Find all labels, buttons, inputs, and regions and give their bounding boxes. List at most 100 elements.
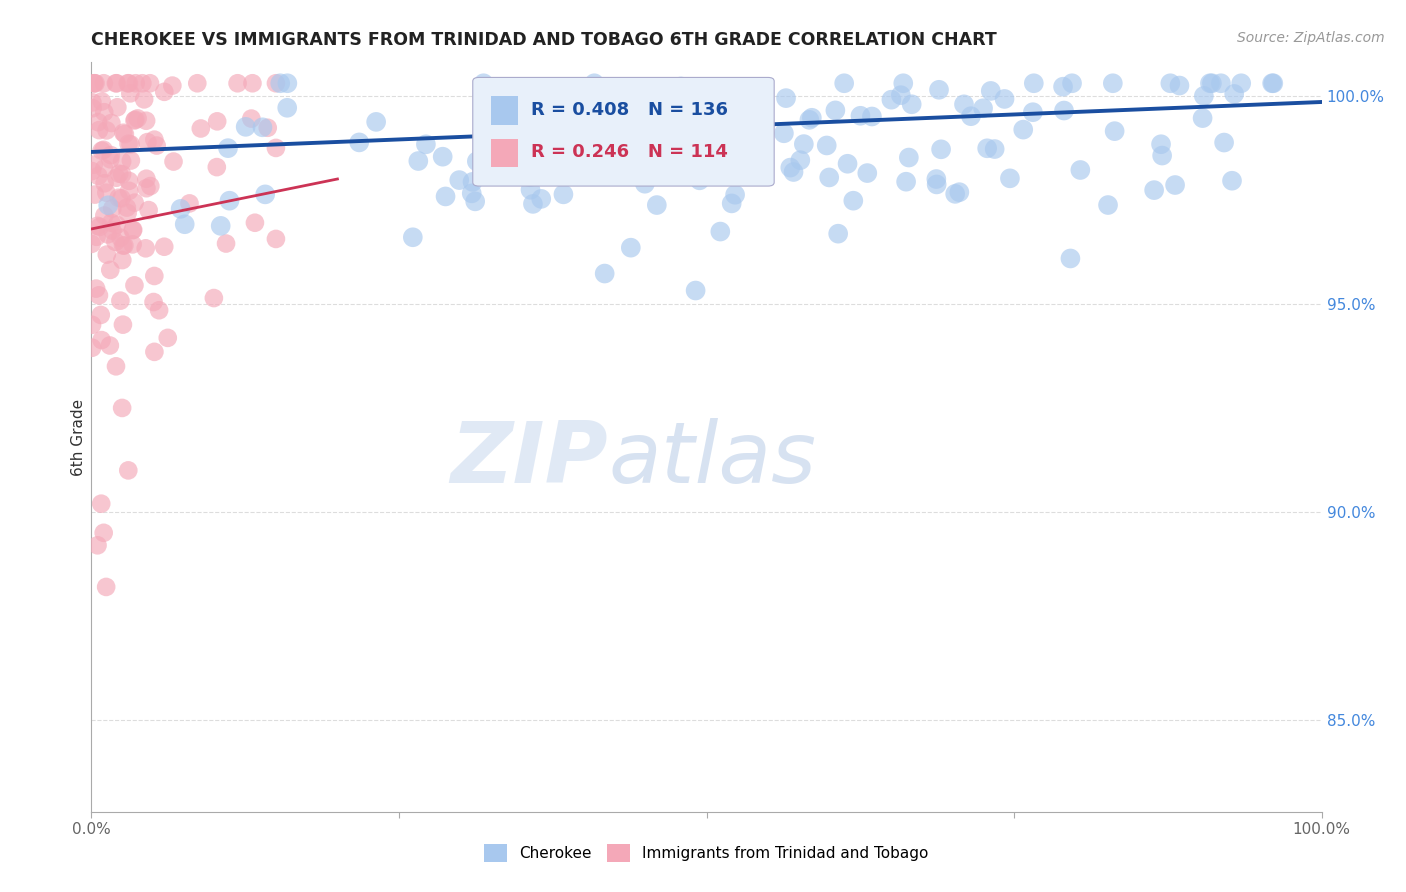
Point [695,135,717,149]
Point [235,120,257,134]
Point [269,76,291,90]
Point [890,88,912,103]
Point [124,278,146,293]
Point [162,154,184,169]
Point [554,128,576,142]
Point [1104,124,1126,138]
FancyBboxPatch shape [472,78,775,186]
Point [519,154,541,169]
Point [827,227,849,241]
FancyBboxPatch shape [491,96,519,125]
Text: R = 0.246   N = 114: R = 0.246 N = 114 [530,144,727,161]
Point [209,219,232,233]
Point [136,135,159,149]
Point [533,145,555,159]
Point [720,196,742,211]
Point [104,76,127,90]
Point [366,115,388,129]
Point [510,119,533,133]
Point [561,128,583,143]
Point [1213,136,1236,150]
Point [1022,105,1045,120]
Point [1223,87,1246,101]
Point [96,580,117,594]
Point [226,76,249,90]
Point [567,113,589,128]
Point [782,165,804,179]
Point [1143,183,1166,197]
Point [112,126,135,140]
Point [678,133,700,147]
Point [449,173,471,187]
Point [93,105,115,120]
Point [724,187,747,202]
Point [1261,76,1284,90]
Point [633,156,655,170]
Point [461,186,484,201]
Point [675,146,697,161]
Point [121,223,143,237]
Point [127,112,149,126]
Point [349,136,371,150]
Point [1152,148,1174,162]
Point [131,76,153,90]
Point [617,112,640,127]
Point [105,76,128,90]
Point [135,113,157,128]
Point [1168,78,1191,93]
Point [80,236,103,251]
Point [775,91,797,105]
Text: Source: ZipAtlas.com: Source: ZipAtlas.com [1237,31,1385,45]
Point [880,93,903,107]
Point [105,218,128,232]
Point [97,227,120,242]
Point [242,76,264,90]
Point [495,108,517,122]
Text: CHEROKEE VS IMMIGRANTS FROM TRINIDAD AND TOBAGO 6TH GRADE CORRELATION CHART: CHEROKEE VS IMMIGRANTS FROM TRINIDAD AND… [91,31,997,49]
Point [891,76,914,90]
Point [519,183,541,197]
Point [139,76,162,90]
Point [105,170,128,185]
Point [897,151,920,165]
Point [108,167,131,181]
Point [124,113,146,128]
Point [1059,252,1081,266]
Point [1069,163,1091,178]
Point [1101,76,1123,90]
Point [117,206,139,220]
Point [634,177,657,191]
Point [122,223,145,237]
Point [105,100,128,114]
Point [87,115,110,129]
Point [651,123,673,137]
Point [153,240,176,254]
Point [1220,174,1243,188]
Point [432,150,454,164]
Point [82,101,104,115]
Point [101,202,124,216]
Point [93,76,115,90]
Point [111,167,134,181]
Point [789,153,811,168]
Point [408,154,430,169]
Point [98,153,121,167]
Point [83,76,105,90]
Point [495,151,517,165]
Point [773,126,796,140]
Point [143,133,166,147]
Point [104,235,127,249]
Point [111,401,134,415]
Point [162,78,184,93]
Point [96,247,118,261]
Point [993,92,1015,106]
Point [860,110,883,124]
Point [111,318,134,332]
Point [550,162,572,177]
Point [519,170,541,185]
Point [98,263,121,277]
Text: atlas: atlas [607,418,815,501]
Point [553,187,575,202]
Point [1192,89,1215,103]
Point [252,120,274,135]
